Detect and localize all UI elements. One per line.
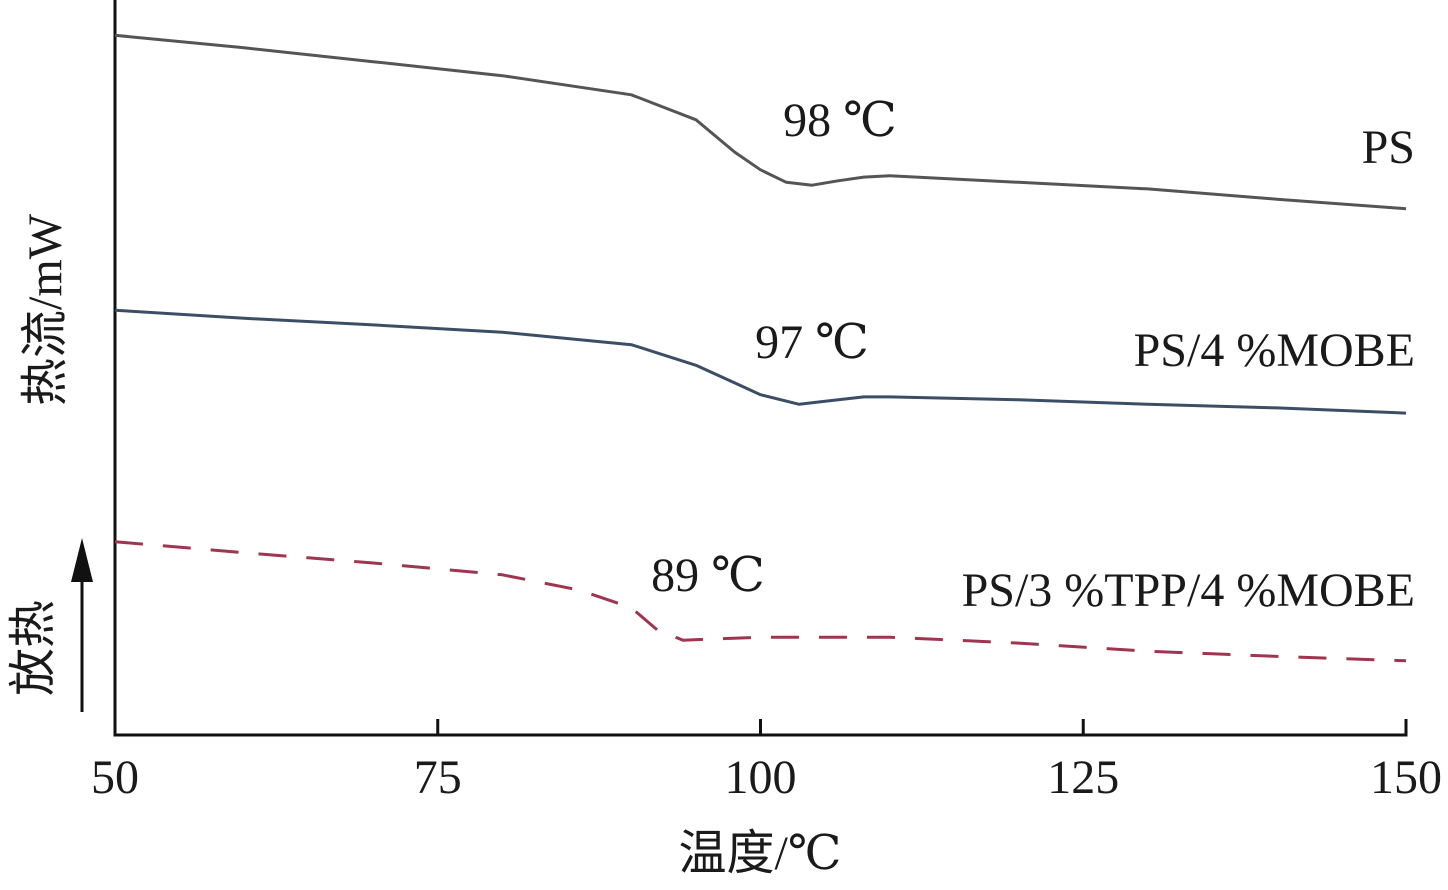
x-tick-label: 50 bbox=[91, 751, 139, 804]
series-label: PS/3 %TPP/4 %MOBE bbox=[962, 564, 1415, 617]
series-line bbox=[114, 308, 1407, 415]
annotation: 89 ℃ bbox=[651, 549, 765, 602]
exo-label: 放热 bbox=[7, 600, 60, 696]
series-label: PS bbox=[1362, 121, 1415, 174]
exo-arrowhead bbox=[71, 538, 93, 582]
x-tick-label: 150 bbox=[1370, 751, 1442, 804]
x-tick-label: 75 bbox=[414, 751, 462, 804]
y-axis-label: 热流/mW bbox=[19, 213, 72, 406]
x-tick-label: 100 bbox=[725, 751, 797, 804]
x-axis-label: 温度/℃ bbox=[678, 827, 841, 880]
annotation: 97 ℃ bbox=[755, 316, 869, 369]
series-line bbox=[114, 33, 1407, 211]
series-label: PS/4 %MOBE bbox=[1134, 324, 1415, 377]
series-line bbox=[114, 540, 1407, 663]
annotation: 98 ℃ bbox=[783, 94, 897, 147]
x-tick-label: 125 bbox=[1047, 751, 1119, 804]
